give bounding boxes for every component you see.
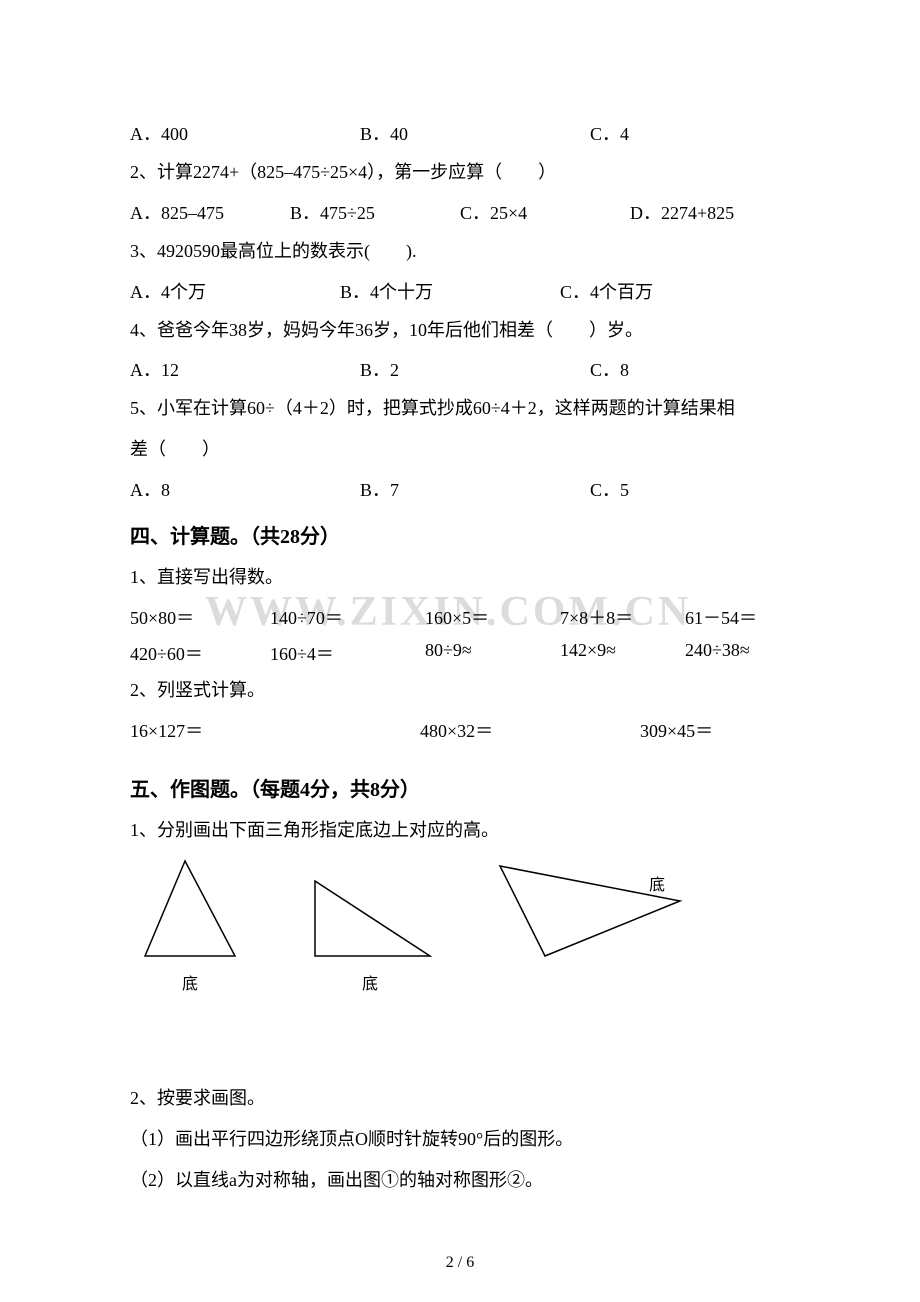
- q3-opt-b: B．4个十万: [340, 278, 560, 304]
- calc-row2: 420÷60＝ 160÷4＝ 80÷9≈ 142×9≈ 240÷38≈: [130, 640, 790, 666]
- q2-text: 2、计算2274+（825–475÷25×4），第一步应算（ ）: [130, 158, 790, 187]
- q4-opt-b: B．2: [360, 356, 590, 382]
- q3-opt-a: A．4个万: [130, 278, 340, 304]
- section4-title: 四、计算题。（共28分）: [130, 520, 790, 549]
- calc-r1-c: 160×5＝: [425, 604, 560, 630]
- q4-text-span: 4、爸爸今年38岁，妈妈今年36岁，10年后他们相差（ ）岁。: [130, 320, 643, 340]
- q2-opt-b: B．475÷25: [290, 199, 460, 225]
- triangle3-label: 底: [649, 871, 665, 895]
- triangle1-label: 底: [182, 970, 198, 994]
- q5-text1-span: 5、小军在计算60÷（4＋2）时，把算式抄成60÷4＋2，这样两题的计算结果相: [130, 398, 735, 418]
- triangle1-wrap: 底: [130, 856, 250, 994]
- calc-r2-b: 160÷4＝: [270, 640, 425, 666]
- q2-opt-c: C．25×4: [460, 199, 630, 225]
- page-content: A．400 B．40 C．4 2、计算2274+（825–475÷25×4），第…: [130, 120, 790, 1195]
- q5-opt-a: A．8: [130, 476, 360, 502]
- section4-sub2-span: 2、列竖式计算。: [130, 680, 265, 700]
- q2-opt-d: D．2274+825: [630, 199, 734, 225]
- q5-options: A．8 B．7 C．5: [130, 476, 790, 502]
- calc-r3-c: 309×45＝: [640, 717, 713, 743]
- q4-text: 4、爸爸今年38岁，妈妈今年36岁，10年后他们相差（ ）岁。: [130, 316, 790, 345]
- q3-text: 3、4920590最高位上的数表示( ).: [130, 237, 790, 266]
- calc-r1-e: 61－54＝: [685, 604, 757, 630]
- section5-title: 五、作图题。（每题4分，共8分）: [130, 773, 790, 802]
- triangle2-wrap: 底: [300, 856, 440, 994]
- q4-options: A．12 B．2 C．8: [130, 356, 790, 382]
- q3-opt-c: C．4个百万: [560, 278, 653, 304]
- q4-opt-c: C．8: [590, 356, 629, 382]
- q4-opt-a: A．12: [130, 356, 360, 382]
- section4-sub1: 1、直接写出得数。: [130, 563, 790, 592]
- triangle2-label: 底: [362, 970, 378, 994]
- section5-line1: （1）画出平行四边形绕顶点O顺时针旋转90°后的图形。: [130, 1125, 790, 1154]
- calc-r1-d: 7×8＋8＝: [560, 604, 685, 630]
- calc-r2-e: 240÷38≈: [685, 640, 750, 666]
- q3-options: A．4个万 B．4个十万 C．4个百万: [130, 278, 790, 304]
- q5-text2: 差（ ）: [130, 435, 790, 464]
- triangle2-icon: [300, 856, 440, 966]
- section5-line2-span: （2）以直线a为对称轴，画出图①的轴对称图形②。: [130, 1170, 543, 1190]
- q3-text-span: 3、4920590最高位上的数表示( ).: [130, 241, 417, 261]
- q5-text2-span: 差（ ）: [130, 439, 220, 459]
- q2-options: A．825–475 B．475÷25 C．25×4 D．2274+825: [130, 199, 790, 225]
- section4-sub1-span: 1、直接写出得数。: [130, 567, 283, 587]
- calc-row1: 50×80＝ 140÷70＝ 160×5＝ 7×8＋8＝ 61－54＝: [130, 604, 790, 630]
- calc-r2-a: 420÷60＝: [130, 640, 270, 666]
- section5-line1-span: （1）画出平行四边形绕顶点O顺时针旋转90°后的图形。: [130, 1129, 573, 1149]
- triangle3-wrap: 底: [490, 856, 690, 994]
- calc-r2-c: 80÷9≈: [425, 640, 560, 666]
- q5-opt-b: B．7: [360, 476, 590, 502]
- q5-opt-c: C．5: [590, 476, 629, 502]
- calc-r3-b: 480×32＝: [420, 717, 640, 743]
- q1-options: A．400 B．40 C．4: [130, 120, 790, 146]
- section4-sub2: 2、列竖式计算。: [130, 676, 790, 705]
- q1-opt-c: C．4: [590, 120, 629, 146]
- triangles-row: 底 底 底: [130, 856, 790, 994]
- q5-text1: 5、小军在计算60÷（4＋2）时，把算式抄成60÷4＋2，这样两题的计算结果相: [130, 394, 790, 423]
- q1-opt-a: A．400: [130, 120, 360, 146]
- section5-sub1-span: 1、分别画出下面三角形指定底边上对应的高。: [130, 820, 499, 840]
- q2-text-span: 2、计算2274+（825–475÷25×4），第一步应算（ ）: [130, 162, 556, 182]
- calc-row3: 16×127＝ 480×32＝ 309×45＝: [130, 717, 790, 743]
- q2-opt-a: A．825–475: [130, 199, 290, 225]
- calc-r2-d: 142×9≈: [560, 640, 685, 666]
- section5-sub2-span: 2、按要求画图。: [130, 1088, 265, 1108]
- page-number: 2 / 6: [446, 1254, 474, 1272]
- section5-line2: （2）以直线a为对称轴，画出图①的轴对称图形②。: [130, 1166, 790, 1195]
- triangle1-icon: [130, 856, 250, 966]
- calc-r3-a: 16×127＝: [130, 717, 420, 743]
- section5-sub1: 1、分别画出下面三角形指定底边上对应的高。: [130, 816, 790, 845]
- calc-r1-b: 140÷70＝: [270, 604, 425, 630]
- section5-sub2: 2、按要求画图。: [130, 1084, 790, 1113]
- q1-opt-b: B．40: [360, 120, 590, 146]
- calc-r1-a: 50×80＝: [130, 604, 270, 630]
